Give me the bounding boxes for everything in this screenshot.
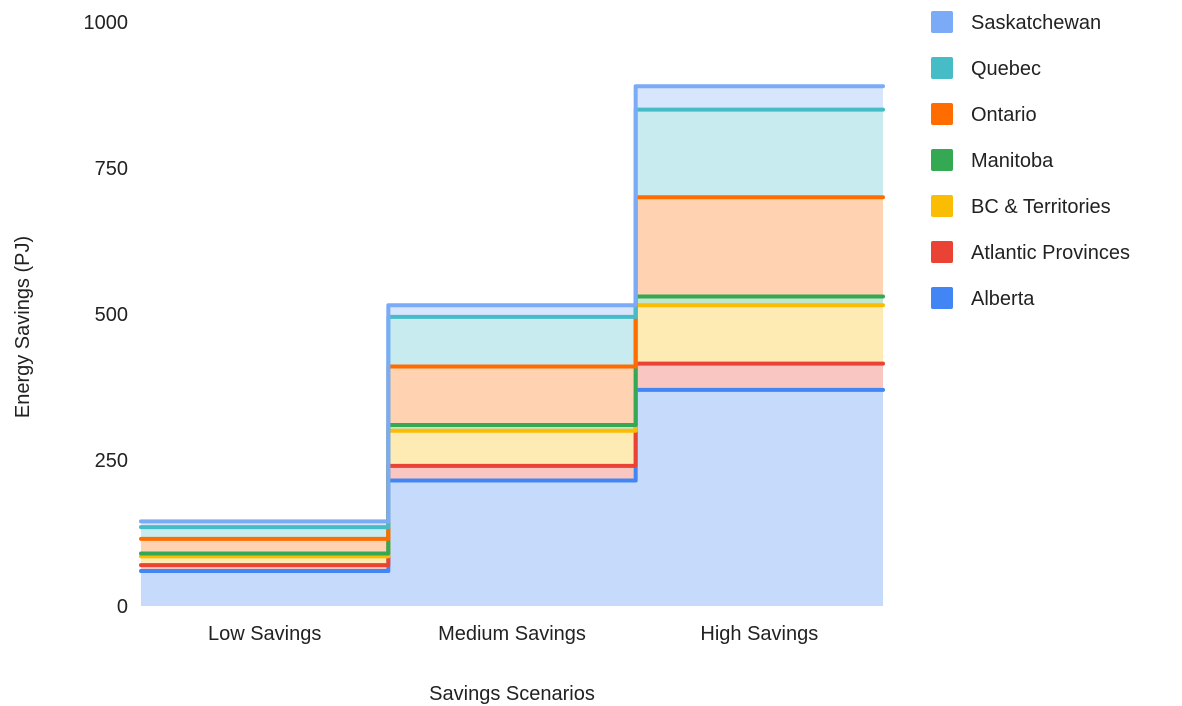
y-tick-label: 250 — [95, 450, 128, 472]
legend-item-ontario: Ontario — [931, 103, 1037, 126]
legend-swatch — [931, 11, 953, 33]
legend-label: Alberta — [971, 288, 1035, 310]
x-tick-label: Medium Savings — [438, 623, 586, 645]
legend-swatch — [931, 241, 953, 263]
legend-label: BC & Territories — [971, 196, 1111, 218]
area-ontario — [141, 197, 883, 554]
y-tick-label: 1000 — [84, 12, 129, 34]
legend-label: Atlantic Provinces — [971, 242, 1130, 264]
y-tick-label: 500 — [95, 304, 128, 326]
legend-item-quebec: Quebec — [931, 57, 1041, 80]
y-axis-ticks: 0 250 500 750 1000 — [84, 12, 129, 618]
legend-label: Quebec — [971, 58, 1041, 80]
x-tick-label: High Savings — [700, 623, 818, 645]
legend-label: Ontario — [971, 104, 1037, 126]
legend-label: Manitoba — [971, 150, 1054, 172]
area-quebec — [141, 109, 883, 539]
legend-swatch — [931, 287, 953, 309]
y-axis-title: Energy Savings (PJ) — [12, 236, 34, 418]
legend-swatch — [931, 149, 953, 171]
legend-item-saskatchewan: Saskatchewan — [931, 11, 1101, 34]
line-saskatchewan — [139, 84, 885, 524]
legend-swatch — [931, 195, 953, 217]
legend-item-alberta: Alberta — [931, 287, 1035, 310]
legend-swatch — [931, 103, 953, 125]
line-quebec — [139, 107, 885, 530]
legend-swatch — [931, 57, 953, 79]
x-axis-ticks: Low Savings Medium Savings High Savings — [208, 623, 818, 645]
x-axis-title: Savings Scenarios — [429, 683, 595, 705]
line-alberta — [139, 387, 885, 573]
y-tick-label: 0 — [117, 596, 128, 618]
chart-legend: Saskatchewan Quebec Ontario Manitoba BC & Te… — [931, 11, 1130, 310]
legend-item-bc-and-territories: BC & Territories — [931, 195, 1111, 218]
chart-series-lines — [139, 84, 885, 573]
line-manitoba — [139, 294, 885, 556]
legend-item-atlantic-provinces: Atlantic Provinces — [931, 241, 1130, 264]
legend-item-manitoba: Manitoba — [931, 149, 1054, 172]
legend-label: Saskatchewan — [971, 12, 1101, 34]
line-bc-and-territories — [139, 303, 885, 559]
line-atlantic-provinces — [139, 361, 885, 568]
x-tick-label: Low Savings — [208, 623, 321, 645]
y-tick-label: 750 — [95, 158, 128, 180]
area-alberta — [141, 389, 883, 606]
area-bc-and-territories — [141, 305, 883, 566]
line-ontario — [139, 195, 885, 541]
